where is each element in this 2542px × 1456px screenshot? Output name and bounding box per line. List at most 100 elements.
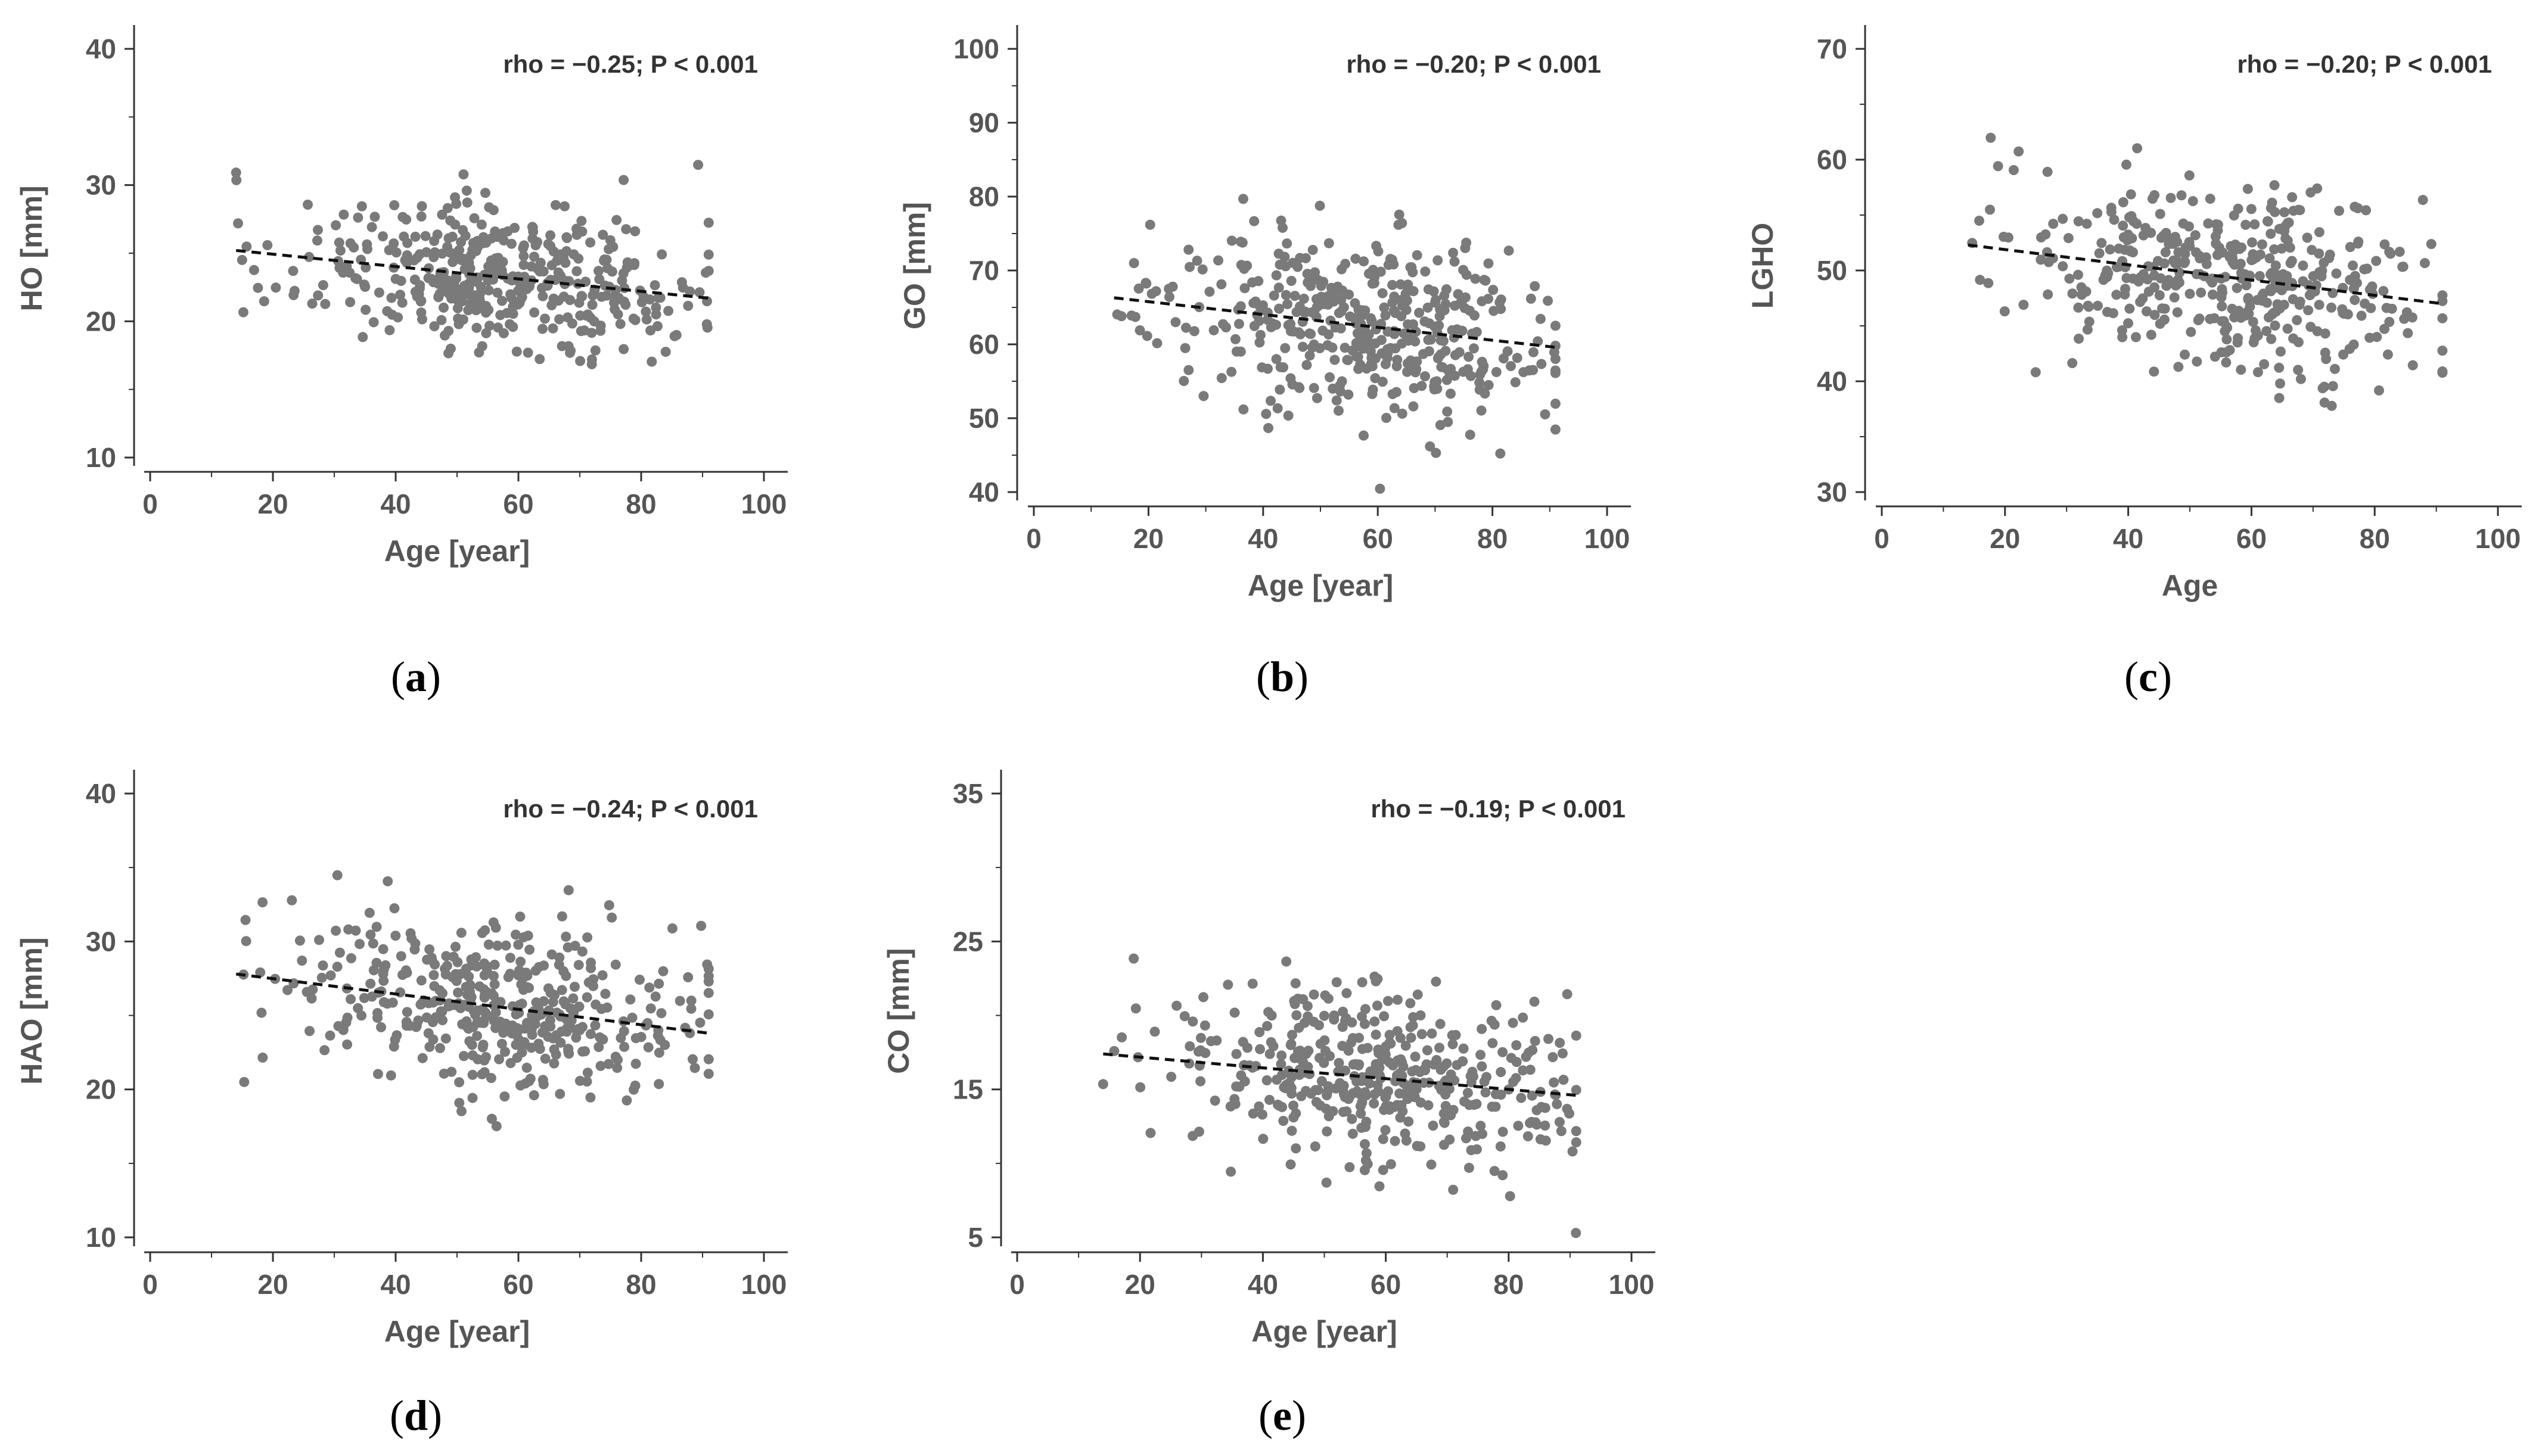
scatter-point xyxy=(1277,1102,1288,1112)
scatter-point xyxy=(581,310,592,321)
scatter-point xyxy=(1382,353,1393,363)
scatter-point xyxy=(1141,278,1152,289)
scatter-point xyxy=(1282,238,1292,249)
scatter-point xyxy=(389,238,399,249)
scatter-point xyxy=(1211,1035,1222,1046)
scatter-point xyxy=(1529,996,1540,1007)
x-axis-title: Age [year] xyxy=(1248,569,1394,602)
scatter-point xyxy=(1271,270,1282,281)
scatter-point xyxy=(1390,343,1401,354)
x-tick-label: 20 xyxy=(257,1269,288,1300)
scatter-point xyxy=(655,293,666,303)
scatter-point xyxy=(663,306,674,316)
scatter-point xyxy=(1371,1029,1381,1040)
scatter-point xyxy=(597,970,608,981)
scatter-point xyxy=(378,997,389,1007)
x-axis-title: Age [year] xyxy=(384,1315,530,1348)
scatter-point xyxy=(1180,343,1191,353)
scatter-point xyxy=(2211,238,2221,249)
scatter-point xyxy=(518,240,529,251)
scatter-point xyxy=(1254,1101,1264,1112)
scatter-point xyxy=(2374,385,2384,396)
scatter-point xyxy=(2437,290,2448,301)
trend-line xyxy=(1103,1052,1577,1097)
scatter-point xyxy=(1379,1011,1390,1022)
scatter-point xyxy=(410,938,421,949)
chart-panel-b: 40 50 60 70 80 90 100 0 20 40 60 80 100 Age [year] GO … xyxy=(898,25,1631,701)
scatter-point xyxy=(703,266,714,276)
scatter-point xyxy=(1309,989,1319,1000)
scatter-point xyxy=(498,328,509,338)
scatter-point xyxy=(1477,1023,1487,1034)
scatter-point xyxy=(1463,1162,1474,1173)
scatter-point xyxy=(1495,448,1506,459)
scatter-point xyxy=(2217,247,2228,258)
scatter-point xyxy=(598,229,608,240)
scatter-point xyxy=(1322,1090,1332,1100)
scatter-point xyxy=(1210,1096,1220,1106)
scatter-point xyxy=(1423,1100,1434,1110)
scatter-point xyxy=(2192,356,2202,367)
scatter-point xyxy=(1433,352,1444,362)
scatter-point xyxy=(1192,256,1202,266)
scatter-point xyxy=(1331,395,1342,406)
scatter-point xyxy=(410,287,421,297)
scatter-point xyxy=(1449,256,1460,267)
scatter-point xyxy=(636,297,647,307)
scatter-point xyxy=(2008,165,2019,175)
scatter-point xyxy=(1405,998,1416,1009)
scatter-point xyxy=(1223,979,1233,990)
scatter-point xyxy=(366,222,377,232)
scatter-point xyxy=(443,1001,454,1012)
scatter-point xyxy=(2426,239,2437,250)
scatter-point xyxy=(362,239,372,250)
scatter-point xyxy=(558,966,569,976)
scatter-point xyxy=(1491,367,1502,377)
scatter-point xyxy=(2307,245,2317,256)
scatter-point xyxy=(1276,1059,1286,1069)
scatter-point xyxy=(516,979,527,990)
scatter-point xyxy=(2319,397,2330,408)
trend-line xyxy=(235,972,709,1035)
scatter-point xyxy=(537,323,548,334)
scatter-point xyxy=(360,282,371,292)
scatter-point xyxy=(1425,334,1436,345)
scatter-point xyxy=(374,287,384,298)
scatter-point xyxy=(1355,359,1366,370)
scatter-point xyxy=(1552,1099,1562,1109)
scatter-point xyxy=(2137,293,2148,304)
scatter-point xyxy=(543,239,554,250)
scatter-point xyxy=(1277,1070,1287,1080)
scatter-point xyxy=(1375,266,1386,277)
scatter-point xyxy=(1300,307,1310,318)
scatter-point xyxy=(563,885,574,895)
scatter-point xyxy=(588,981,599,991)
scatter-point xyxy=(703,1069,714,1079)
scatter-point xyxy=(507,1020,518,1031)
scatter-point xyxy=(619,175,629,185)
scatter-point xyxy=(1233,319,1244,329)
scatter-point xyxy=(361,304,371,315)
scatter-point xyxy=(564,1049,574,1059)
scatter-point xyxy=(1383,1086,1393,1097)
scatter-point xyxy=(2382,349,2393,360)
scatter-point xyxy=(2073,216,2084,226)
y-tick-label: 30 xyxy=(86,170,116,201)
scatter-point xyxy=(1384,1037,1395,1048)
scatter-point xyxy=(488,917,499,928)
scatter-point xyxy=(554,952,565,963)
scatter-point xyxy=(378,231,388,242)
scatter-point xyxy=(2165,192,2176,203)
scatter-point xyxy=(628,313,639,324)
scatter-point xyxy=(645,325,656,336)
scatter-point xyxy=(1286,1072,1297,1082)
scatter-point xyxy=(573,253,584,264)
scatter-point xyxy=(1130,1003,1141,1014)
scatter-point xyxy=(479,993,490,1003)
scatter-point xyxy=(463,1023,474,1034)
scatter-point xyxy=(2367,281,2378,292)
scatter-point xyxy=(369,211,380,222)
scatter-point xyxy=(1343,389,1354,400)
scatter-point xyxy=(1479,1077,1490,1087)
scatter-point xyxy=(630,1033,641,1044)
